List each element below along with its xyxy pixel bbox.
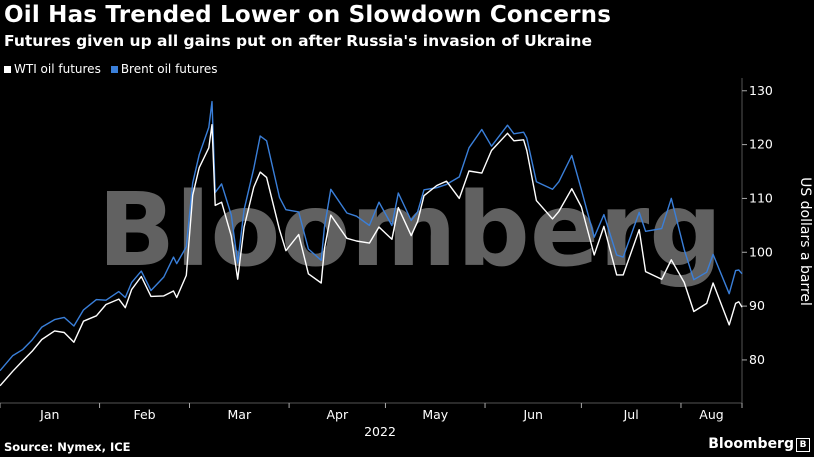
y-tick-label-100: 100 <box>749 244 773 259</box>
y-tick-label-90: 90 <box>749 298 765 313</box>
legend-label-brent: Brent oil futures <box>120 62 218 76</box>
x-tick-label-jul: Jul <box>623 407 639 422</box>
wti-series-line <box>0 124 743 387</box>
y-tick-label-120: 120 <box>749 137 773 152</box>
x-tick-label-may: May <box>422 407 448 422</box>
x-tick-label-jan: Jan <box>39 407 59 422</box>
bloomberg-watermark: Bloomberg <box>98 171 723 290</box>
y-tick-label-110: 110 <box>749 190 773 205</box>
bloomberg-logo: Bloomberg <box>708 436 794 452</box>
x-tick-label-apr: Apr <box>326 407 348 422</box>
y-tick-label-80: 80 <box>749 352 765 367</box>
y-tick-label-130: 130 <box>749 83 773 98</box>
legend-swatch-wti <box>4 65 11 73</box>
x-tick-label-feb: Feb <box>133 407 155 422</box>
legend-swatch-brent <box>110 65 118 73</box>
source-note: Source: Nymex, ICE <box>4 440 131 454</box>
brent-series-line <box>0 100 743 372</box>
chart-title: Oil Has Trended Lower on Slowdown Concer… <box>4 2 612 28</box>
x-tick-label-aug: Aug <box>699 407 723 422</box>
x-axis-label: 2022 <box>364 424 396 439</box>
chart-subtitle: Futures given up all gains put on after … <box>4 32 592 50</box>
y-axis-label: US dollars a barrel <box>797 177 813 306</box>
x-tick-label-mar: Mar <box>228 407 252 422</box>
x-tick-label-jun: Jun <box>522 407 543 422</box>
legend-item-brent: Brent oil futures <box>110 62 218 76</box>
bloomberg-terminal-icon: B <box>796 438 810 452</box>
legend-label-wti: WTI oil futures <box>14 62 101 76</box>
legend-item-wti: WTI oil futures <box>4 62 101 76</box>
chart-legend: WTI oil futures Brent oil futures <box>4 62 218 76</box>
